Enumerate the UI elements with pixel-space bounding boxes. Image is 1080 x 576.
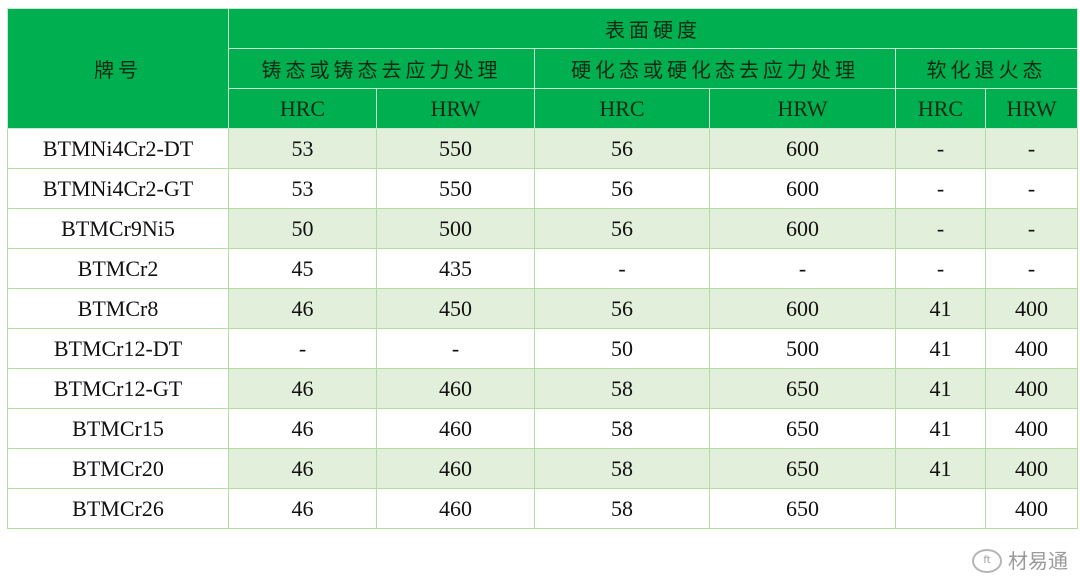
value-cell: 50 [534, 328, 710, 369]
value-cell [895, 488, 986, 529]
table-row: BTMCr20 46 460 58 650 41 400 [7, 448, 1079, 489]
value-cell: 550 [376, 168, 535, 209]
value-cell: 41 [895, 288, 986, 329]
grade-cell: BTMCr9Ni5 [7, 208, 229, 249]
grade-cell: BTMNi4Cr2-GT [7, 168, 229, 209]
grade-cell: BTMCr12-DT [7, 328, 229, 369]
value-cell: 58 [534, 448, 710, 489]
watermark-text: 材易通 [1008, 549, 1068, 573]
table-row: BTMCr12-DT - -50 500 41 400 [7, 328, 1079, 369]
value-cell: - [709, 248, 896, 289]
value-cell: 46 [228, 408, 377, 449]
value-cell: 435 [376, 248, 535, 289]
value-cell: - [984, 248, 1079, 289]
table-row: BTMCr2 45 435- - - - [7, 248, 1079, 289]
table-row: BTMCr9Ni5 50 500 56 600- - [7, 208, 1079, 249]
value-cell: 400 [984, 408, 1079, 449]
value-cell: - [895, 168, 986, 209]
value-cell: 500 [709, 328, 896, 369]
value-cell: 600 [709, 288, 896, 329]
watermark: ft 材易通 [972, 548, 1068, 574]
grade-cell: BTMCr8 [7, 288, 229, 329]
grade-cell: BTMCr20 [7, 448, 229, 489]
value-cell: - [984, 128, 1079, 169]
value-cell: 460 [376, 408, 535, 449]
header-subcol-hrw: HRW [376, 88, 535, 129]
value-cell: 58 [534, 488, 710, 529]
wechat-icon: ft [972, 549, 1002, 573]
header-grade: 牌号 [7, 8, 229, 129]
value-cell: 56 [534, 208, 710, 249]
grade-cell: BTMNi4Cr2-DT [7, 128, 229, 169]
value-cell: 400 [984, 488, 1079, 529]
value-cell: 400 [984, 328, 1079, 369]
value-cell: 41 [895, 448, 986, 489]
value-cell: 41 [895, 368, 986, 409]
grade-cell: BTMCr12-GT [7, 368, 229, 409]
value-cell: 53 [228, 128, 377, 169]
hardness-table: 牌号 表面硬度 铸态或铸态去应力处理 硬化态或硬化态去应力处理 软化退火态 HR… [7, 8, 1079, 529]
value-cell: 400 [984, 368, 1079, 409]
value-cell: - [376, 328, 535, 369]
table-row: BTMCr26 46 460 58 650 400 [7, 488, 1079, 529]
value-cell: - [534, 248, 710, 289]
value-cell: - [228, 328, 377, 369]
table-row: BTMCr8 46 450 56 600 41 400 [7, 288, 1079, 329]
value-cell: 650 [709, 408, 896, 449]
value-cell: 600 [709, 168, 896, 209]
header-group-cast: 铸态或铸态去应力处理 [228, 48, 535, 89]
value-cell: 50 [228, 208, 377, 249]
value-cell: 600 [709, 128, 896, 169]
value-cell: - [895, 128, 986, 169]
value-cell: 400 [984, 448, 1079, 489]
grade-cell: BTMCr26 [7, 488, 229, 529]
table-row: BTMNi4Cr2-GT 53 550 56 600- - [7, 168, 1079, 209]
value-cell: 400 [984, 288, 1079, 329]
header-group-hardened: 硬化态或硬化态去应力处理 [534, 48, 896, 89]
value-cell: 56 [534, 168, 710, 209]
value-cell: 56 [534, 128, 710, 169]
header-group-annealed: 软化退火态 [894, 48, 1079, 89]
value-cell: 600 [709, 208, 896, 249]
table-row: BTMNi4Cr2-DT 53 550 56 600- - [7, 128, 1079, 169]
header-subcol-hrc: HRC [895, 88, 986, 129]
table-row: BTMCr12-GT 46 460 58 650 41 400 [7, 368, 1079, 409]
value-cell: 46 [228, 368, 377, 409]
value-cell: 500 [376, 208, 535, 249]
value-cell: 41 [895, 408, 986, 449]
value-cell: 460 [376, 488, 535, 529]
grade-cell: BTMCr2 [7, 248, 229, 289]
table-row: BTMCr15 46 460 58 650 41 400 [7, 408, 1079, 449]
value-cell: 650 [709, 368, 896, 409]
header-subcol-hrc: HRC [534, 88, 710, 129]
value-cell: 58 [534, 368, 710, 409]
value-cell: - [984, 208, 1079, 249]
value-cell: 46 [228, 288, 377, 329]
value-cell: 53 [228, 168, 377, 209]
value-cell: - [984, 168, 1079, 209]
header-subcol-hrw: HRW [984, 88, 1079, 129]
value-cell: 46 [228, 448, 377, 489]
header-subcol-hrw: HRW [709, 88, 896, 129]
value-cell: 550 [376, 128, 535, 169]
value-cell: 46 [228, 488, 377, 529]
value-cell: - [895, 248, 986, 289]
value-cell: 650 [709, 488, 896, 529]
value-cell: 58 [534, 408, 710, 449]
grade-cell: BTMCr15 [7, 408, 229, 449]
value-cell: - [895, 208, 986, 249]
header-subcol-hrc: HRC [228, 88, 377, 129]
value-cell: 650 [709, 448, 896, 489]
value-cell: 460 [376, 448, 535, 489]
value-cell: 460 [376, 368, 535, 409]
value-cell: 56 [534, 288, 710, 329]
value-cell: 41 [895, 328, 986, 369]
value-cell: 45 [228, 248, 377, 289]
header-surface-hardness: 表面硬度 [227, 8, 1079, 49]
value-cell: 450 [376, 288, 535, 329]
